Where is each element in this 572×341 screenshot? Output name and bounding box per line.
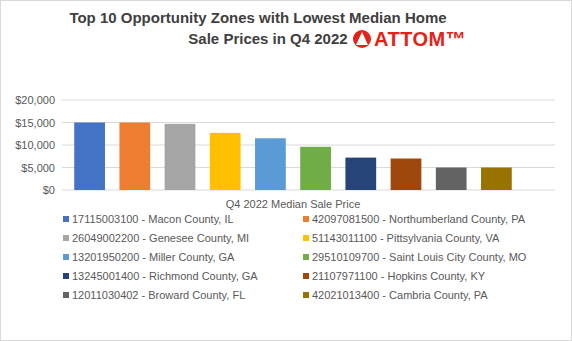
y-tick-label: $15,000 — [15, 117, 55, 129]
bar — [391, 159, 422, 191]
legend-swatch — [63, 292, 69, 298]
legend-label: 42097081500 - Northumberland County, PA — [312, 213, 526, 225]
logo-icon-mark — [356, 32, 368, 45]
logo-icon — [353, 30, 371, 48]
bar — [165, 124, 196, 190]
x-tick-label: Q4 2022 Median Sale Price — [226, 198, 361, 210]
legend-swatch — [63, 273, 69, 279]
bar — [210, 133, 241, 190]
legend-label: 21107971100 - Hopkins County, KY — [312, 270, 486, 282]
legend-swatch — [303, 235, 309, 241]
legend-label: 51143011100 - Pittsylvania County, VA — [312, 232, 500, 244]
chart: Top 10 Opportunity Zones with Lowest Med… — [0, 0, 572, 341]
grid-line — [62, 100, 555, 101]
chart-border — [1, 1, 572, 341]
legend-swatch — [303, 216, 309, 222]
logo-text: ATTOM™ — [374, 28, 466, 50]
y-tick-label: $0 — [43, 184, 55, 196]
legend-label: 29510109700 - Saint Louis City County, M… — [312, 251, 527, 263]
legend-swatch — [63, 235, 69, 241]
legend-label: 12011030402 - Broward County, FL — [72, 289, 245, 301]
legend: 17115003100 - Macon County, IL 4209708150… — [63, 213, 527, 301]
bar — [119, 123, 150, 191]
legend-label: 13245001400 - Richmond County, GA — [72, 270, 258, 282]
bar — [436, 168, 467, 191]
bar — [481, 168, 512, 191]
bar — [74, 123, 105, 191]
legend-swatch — [303, 254, 309, 260]
x-axis: Q4 2022 Median Sale Price — [226, 198, 361, 210]
bar — [255, 138, 286, 190]
legend-swatch — [63, 216, 69, 222]
y-tick-label: $10,000 — [15, 139, 55, 151]
bar — [345, 158, 376, 190]
legend-swatch — [63, 254, 69, 260]
y-tick-label: $20,000 — [15, 94, 55, 106]
legend-swatch — [303, 292, 309, 298]
legend-swatch — [303, 273, 309, 279]
bar — [300, 147, 331, 190]
legend-label: 13201950200 - Miller County, GA — [72, 251, 235, 263]
legend-label: 42021013400 - Cambria County, PA — [312, 289, 488, 301]
logo: ATTOM™ — [353, 28, 466, 50]
y-tick-label: $5,000 — [21, 162, 55, 174]
bars — [74, 123, 512, 191]
legend-label: 17115003100 - Macon County, IL — [72, 213, 234, 225]
y-axis: $0 $5,000 $10,000 $15,000 $20,000 — [15, 94, 555, 196]
legend-label: 26049002200 - Genesee County, MI — [72, 232, 249, 244]
